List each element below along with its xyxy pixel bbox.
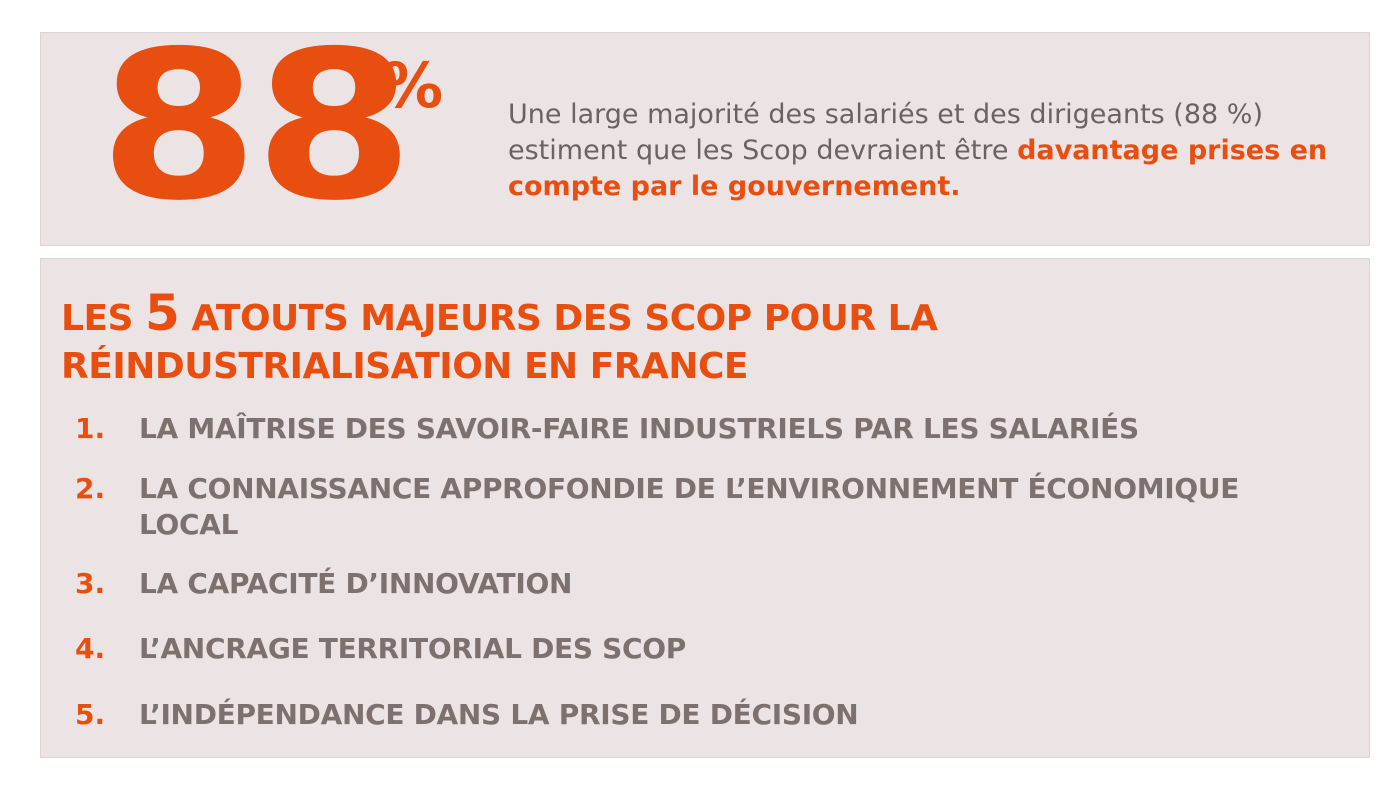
advantages-title-after: ATOUTS MAJEURS DES SCOP POUR LA RÉINDUST…	[61, 298, 938, 387]
stat-description: Une large majorité des salariés et des d…	[508, 97, 1338, 205]
list-item-text: LA CONNAISSANCE APPROFONDIE DE L’ENVIRON…	[139, 472, 1240, 541]
stat-number: 88	[99, 8, 414, 246]
advantages-title-number: 5	[145, 284, 180, 342]
list-item-number: 2.	[75, 472, 106, 505]
list-item-number: 3.	[75, 567, 106, 600]
list-item-text: LA MAÎTRISE DES SAVOIR-FAIRE INDUSTRIELS…	[139, 412, 1139, 445]
list-item-text: L’INDÉPENDANCE DANS LA PRISE DE DÉCISION	[139, 698, 859, 731]
stat-description-highlight: davantage prises en compte par le gouver…	[508, 135, 1328, 202]
stat-panel: 88 % Une large majorité des salariés et …	[40, 25, 1370, 246]
advantages-title: LES 5 ATOUTS MAJEURS DES SCOP POUR LA RÉ…	[61, 288, 1341, 391]
list-item-number: 1.	[75, 412, 106, 445]
advantages-title-before: LES	[61, 298, 145, 339]
list-item-text: L’ANCRAGE TERRITORIAL DES SCOP	[139, 632, 687, 665]
stat-percent-sign: %	[381, 49, 444, 122]
stat-description-text: Une large majorité des salariés et des d…	[508, 99, 1263, 166]
advantages-panel: LES 5 ATOUTS MAJEURS DES SCOP POUR LA RÉ…	[40, 258, 1370, 758]
list-item-number: 5.	[75, 698, 106, 731]
list-item-text: LA CAPACITÉ D’INNOVATION	[139, 567, 573, 600]
list-item-number: 4.	[75, 632, 106, 665]
